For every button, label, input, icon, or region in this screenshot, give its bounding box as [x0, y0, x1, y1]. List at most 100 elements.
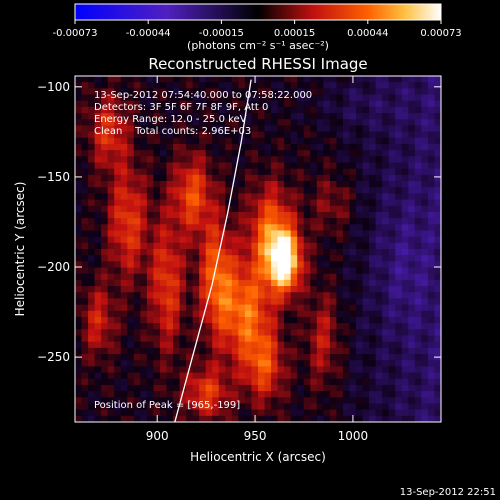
- heatmap-cell: [362, 113, 370, 120]
- heatmap-cell: [310, 193, 318, 201]
- heatmap-cell: [251, 113, 259, 120]
- heatmap-cell: [316, 261, 324, 269]
- heatmap-cell: [290, 298, 298, 306]
- heatmap-cell: [114, 409, 122, 417]
- heatmap-cell: [120, 211, 128, 219]
- heatmap-cell: [284, 267, 292, 275]
- heatmap-cell: [264, 230, 272, 238]
- heatmap-cell: [238, 224, 246, 232]
- heatmap-cell: [127, 397, 135, 405]
- heatmap-cell: [140, 174, 148, 182]
- heatmap-cell: [120, 137, 128, 145]
- heatmap-cell: [120, 94, 128, 102]
- heatmap-cell: [133, 76, 141, 83]
- heatmap-cell: [192, 162, 200, 170]
- heatmap-cell: [342, 310, 351, 318]
- heatmap-cell: [238, 354, 246, 361]
- heatmap-cell: [225, 378, 233, 386]
- heatmap-cell: [251, 187, 259, 194]
- heatmap-cell: [382, 100, 390, 108]
- heatmap-cell: [127, 131, 135, 139]
- heatmap-cell: [421, 242, 429, 250]
- heatmap-cell: [290, 143, 298, 151]
- heatmap-cell: [244, 378, 253, 386]
- heatmap-cell: [395, 125, 403, 133]
- heatmap-cell: [127, 230, 135, 238]
- heatmap-cell: [284, 143, 292, 151]
- heatmap-cell: [218, 255, 226, 262]
- heatmap-cell: [284, 415, 292, 422]
- heatmap-cell: [225, 360, 233, 367]
- heatmap-cell: [75, 335, 83, 343]
- heatmap-cell: [342, 335, 351, 343]
- heatmap-cell: [284, 150, 292, 157]
- heatmap-cell: [421, 354, 429, 361]
- heatmap-cell: [251, 391, 259, 398]
- heatmap-cell: [336, 347, 344, 355]
- heatmap-cell: [146, 119, 155, 127]
- heatmap-cell: [179, 329, 187, 337]
- heatmap-cell: [421, 391, 429, 398]
- heatmap-cell: [316, 372, 324, 380]
- heatmap-cell: [212, 193, 220, 201]
- heatmap-cell: [94, 168, 102, 176]
- heatmap-cell: [414, 236, 422, 244]
- heatmap-cell: [179, 335, 187, 343]
- heatmap-cell: [408, 372, 416, 380]
- heatmap-cell: [127, 347, 135, 355]
- heatmap-cell: [258, 267, 266, 275]
- heatmap-cell: [310, 199, 318, 207]
- heatmap-cell: [218, 261, 226, 269]
- heatmap-cell: [153, 168, 161, 176]
- heatmap-cell: [140, 397, 148, 405]
- heatmap-cell: [159, 242, 168, 250]
- heatmap-cell: [173, 199, 181, 207]
- heatmap-cell: [114, 261, 122, 269]
- heatmap-cell: [186, 150, 194, 157]
- heatmap-cell: [153, 94, 161, 102]
- heatmap-cell: [264, 323, 272, 330]
- heatmap-cell: [101, 335, 109, 343]
- heatmap-cell: [133, 230, 141, 238]
- heatmap-cell: [303, 347, 311, 355]
- heatmap-cell: [349, 199, 357, 207]
- heatmap-cell: [212, 211, 220, 219]
- heatmap-cell: [251, 366, 259, 374]
- heatmap-cell: [388, 341, 396, 349]
- heatmap-cell: [258, 236, 266, 244]
- heatmap-cell: [395, 131, 403, 139]
- heatmap-cell: [277, 236, 285, 244]
- heatmap-cell: [146, 76, 155, 83]
- heatmap-cell: [88, 255, 96, 262]
- heatmap-cell: [316, 384, 324, 392]
- heatmap-cell: [88, 94, 96, 102]
- heatmap-cell: [94, 378, 102, 386]
- heatmap-cell: [264, 261, 272, 269]
- heatmap-cell: [297, 131, 305, 139]
- heatmap-cell: [140, 261, 148, 269]
- heatmap-cell: [146, 279, 155, 287]
- heatmap-cell: [251, 347, 259, 355]
- heatmap-cell: [244, 106, 253, 114]
- heatmap-cell: [114, 316, 122, 324]
- heatmap-cell: [421, 267, 429, 275]
- heatmap-cell: [166, 298, 174, 306]
- heatmap-cell: [88, 415, 96, 422]
- heatmap-cell: [251, 298, 259, 306]
- heatmap-cell: [212, 316, 220, 324]
- heatmap-cell: [146, 113, 155, 120]
- heatmap-cell: [140, 242, 148, 250]
- heatmap-cell: [186, 211, 194, 219]
- heatmap-cell: [277, 304, 285, 312]
- heatmap-cell: [140, 211, 148, 219]
- heatmap-cell: [388, 193, 396, 201]
- heatmap-cell: [329, 267, 338, 275]
- heatmap-cell: [120, 366, 128, 374]
- heatmap-cell: [205, 156, 213, 164]
- heatmap-cell: [336, 174, 344, 182]
- heatmap-cell: [186, 316, 194, 324]
- heatmap-cell: [218, 100, 226, 108]
- heatmap-cell: [271, 415, 279, 422]
- heatmap-cell: [179, 193, 187, 201]
- heatmap-cell: [218, 384, 226, 392]
